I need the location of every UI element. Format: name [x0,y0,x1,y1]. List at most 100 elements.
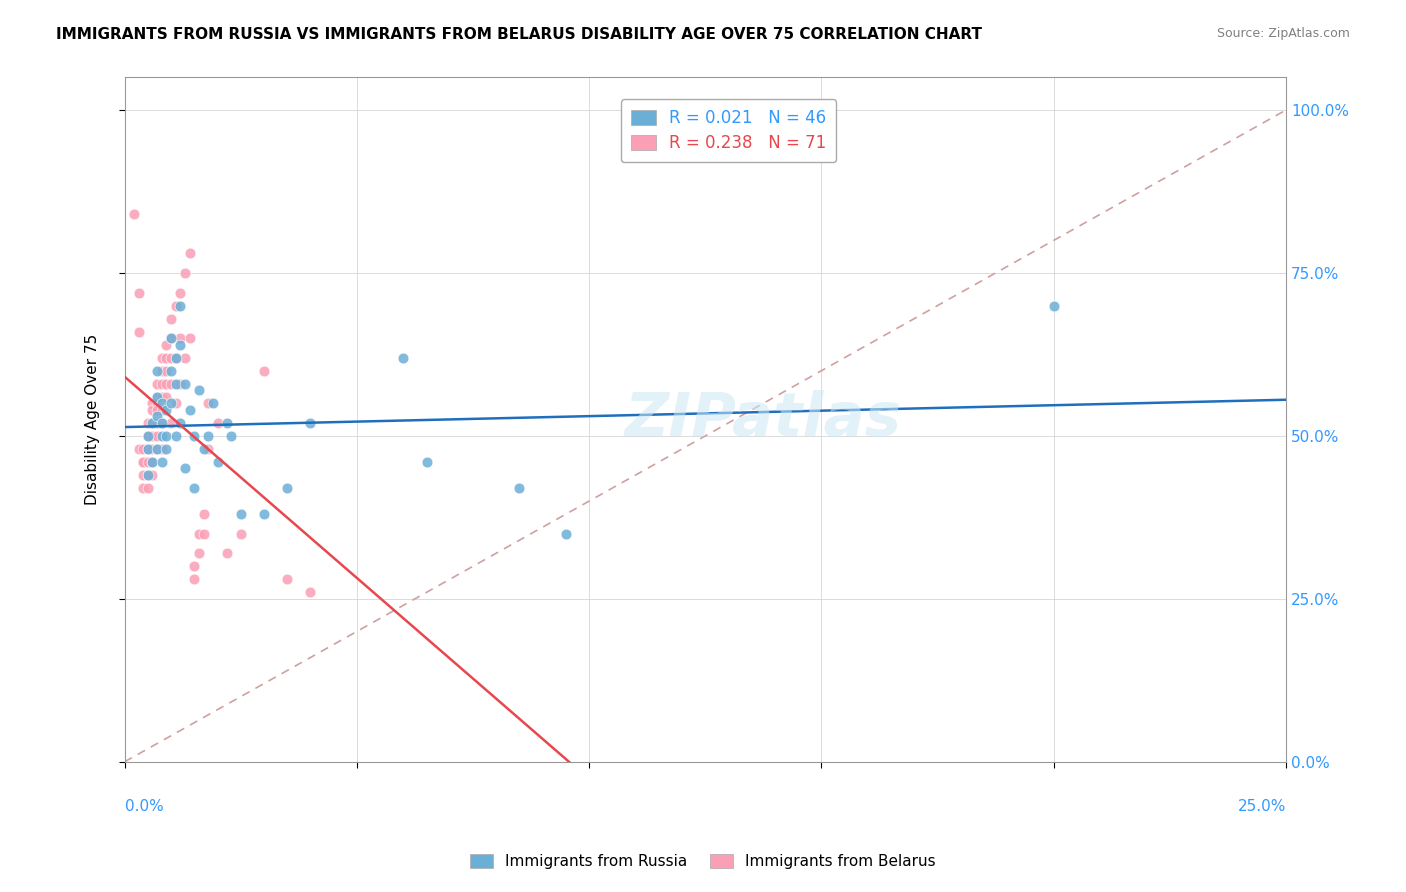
Point [146,402,169,417]
Point [215,546,238,560]
Point [141,429,163,443]
Point [160,396,183,410]
Point [165,299,187,313]
Text: 25.0%: 25.0% [1237,799,1286,814]
Point [141,455,163,469]
Point [165,351,187,365]
Point [141,442,163,456]
Point [165,351,187,365]
Point [136,468,159,483]
Point [253,364,276,378]
Point [183,481,205,495]
Point [155,429,177,443]
Point [136,468,159,483]
Point [160,364,183,378]
Point [150,455,173,469]
Point [141,468,163,483]
Point [146,364,169,378]
Point [155,351,177,365]
Point [150,416,173,430]
Point [179,331,201,345]
Point [155,442,177,456]
Point [174,266,197,280]
Point [141,416,163,430]
Point [150,376,173,391]
Point [136,416,159,430]
Point [169,331,191,345]
Legend: R = 0.021   N = 46, R = 0.238   N = 71: R = 0.021 N = 46, R = 0.238 N = 71 [620,100,837,162]
Point [150,442,173,456]
Point [141,402,163,417]
Point [150,416,173,430]
Point [150,429,173,443]
Point [155,376,177,391]
Point [150,364,173,378]
Point [146,429,169,443]
Point [415,455,437,469]
Point [197,396,219,410]
Point [155,337,177,351]
Point [174,351,197,365]
Point [160,376,183,391]
Point [141,455,163,469]
Point [183,559,205,574]
Text: IMMIGRANTS FROM RUSSIA VS IMMIGRANTS FROM BELARUS DISABILITY AGE OVER 75 CORRELA: IMMIGRANTS FROM RUSSIA VS IMMIGRANTS FRO… [56,27,983,42]
Point [136,429,159,443]
Point [160,331,183,345]
Point [174,376,197,391]
Text: Source: ZipAtlas.com: Source: ZipAtlas.com [1216,27,1350,40]
Point [132,481,155,495]
Point [169,299,191,313]
Point [150,351,173,365]
Point [150,402,173,417]
Point [221,429,243,443]
Point [160,331,183,345]
Point [179,246,201,260]
Point [165,429,187,443]
Point [215,416,238,430]
Point [155,402,177,417]
Text: ZIPatlas: ZIPatlas [624,390,901,449]
Point [193,507,215,521]
Point [146,390,169,404]
Point [136,429,159,443]
Point [122,207,145,221]
Point [146,416,169,430]
Point [201,396,224,410]
Point [299,585,322,599]
Point [179,402,201,417]
Point [197,442,219,456]
Point [229,507,252,521]
Point [197,429,219,443]
Point [193,442,215,456]
Point [187,384,209,398]
Point [276,572,298,586]
Point [136,455,159,469]
Point [146,390,169,404]
Point [169,285,191,300]
Text: 0.0%: 0.0% [125,799,163,814]
Point [165,396,187,410]
Point [183,429,205,443]
Point [146,442,169,456]
Point [132,442,155,456]
Point [555,526,578,541]
Point [136,481,159,495]
Point [136,442,159,456]
Point [169,376,191,391]
Point [207,416,229,430]
Point [229,526,252,541]
Legend: Immigrants from Russia, Immigrants from Belarus: Immigrants from Russia, Immigrants from … [464,848,942,875]
Point [508,481,530,495]
Point [136,429,159,443]
Point [132,468,155,483]
Point [160,351,183,365]
Point [141,396,163,410]
Point [150,390,173,404]
Point [146,442,169,456]
Y-axis label: Disability Age Over 75: Disability Age Over 75 [86,334,100,505]
Point [187,526,209,541]
Point [150,396,173,410]
Point [136,442,159,456]
Point [132,455,155,469]
